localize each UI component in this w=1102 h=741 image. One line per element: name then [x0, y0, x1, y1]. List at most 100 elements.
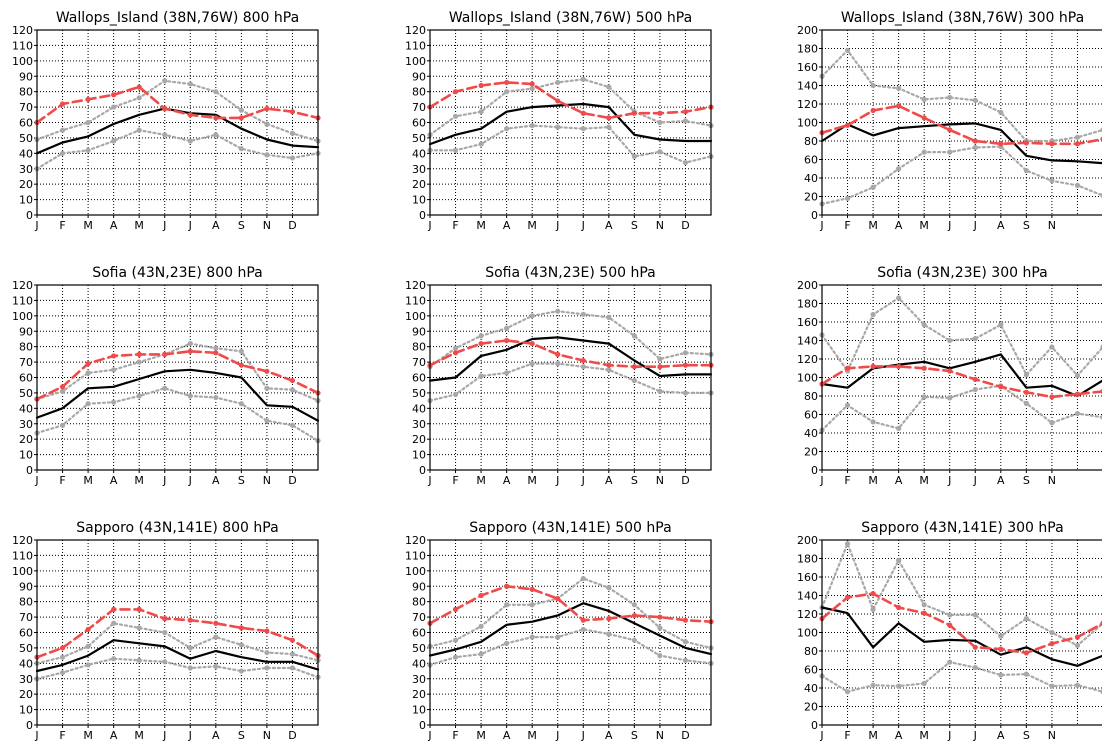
series-group: [427, 575, 714, 668]
data-point-upper-bound: [1049, 344, 1055, 350]
series-line-upper-bound: [820, 542, 1102, 647]
y-tick-label: 50: [412, 132, 426, 145]
data-point-model: [606, 115, 612, 121]
data-point-upper-bound: [529, 85, 535, 92]
data-point-lower-bound: [452, 654, 459, 660]
data-point-model: [870, 591, 876, 597]
x-tick-label: J: [34, 729, 38, 741]
data-point-lower-bound: [657, 388, 663, 394]
data-point-model: [947, 127, 953, 133]
y-tick-label: 180: [797, 298, 818, 311]
data-point-model: [682, 109, 689, 115]
y-tick-label: 10: [19, 704, 33, 717]
data-point-model: [529, 81, 535, 87]
data-point-upper-bound: [870, 82, 876, 89]
data-point-model: [529, 340, 535, 347]
x-tick-label: M: [476, 729, 486, 741]
data-point-lower-bound: [452, 391, 459, 398]
y-tick-label: 70: [19, 101, 33, 114]
data-point-model: [1023, 140, 1029, 146]
data-point-upper-bound: [844, 47, 851, 53]
series-line-observed: [35, 368, 320, 422]
data-point-model: [264, 628, 270, 634]
data-point-lower-bound: [921, 394, 927, 400]
data-point-upper-bound: [85, 119, 91, 126]
y-tick-label: 40: [412, 402, 426, 415]
data-point-model: [870, 107, 876, 114]
y-tick-label: 90: [412, 325, 426, 338]
data-point-lower-bound: [1023, 168, 1029, 174]
data-point-model: [1074, 634, 1081, 640]
y-tick-label: 100: [12, 55, 33, 68]
series-line-model: [35, 608, 320, 659]
data-point-upper-bound: [136, 625, 142, 631]
series-line-upper-bound: [428, 577, 713, 650]
data-point-upper-bound: [136, 359, 142, 365]
chart-title: Wallops_Island (38N,76W) 500 hPa: [449, 10, 692, 26]
chart-title: Wallops_Island (38N,76W) 800 hPa: [56, 10, 299, 26]
x-tick-label: N: [1048, 219, 1056, 232]
data-point-upper-bound: [452, 345, 459, 351]
data-point-lower-bound: [187, 138, 193, 144]
y-tick-label: 60: [19, 117, 33, 130]
x-tick-label: F: [452, 729, 458, 741]
series-line-observed: [35, 107, 320, 155]
data-point-upper-bound: [264, 121, 270, 127]
y-tick-label: 100: [12, 310, 33, 323]
x-tick-label: A: [110, 219, 118, 232]
plot-frame: [429, 29, 712, 216]
x-tick-label: F: [59, 729, 65, 741]
x-tick-label: N: [656, 219, 664, 232]
plot-frame: [821, 284, 1102, 471]
y-tick-label: 80: [804, 390, 818, 403]
chart-panel-3: Wallops_Island (38N,76W) 300 hPa 0 20 40 60 8…: [797, 10, 1102, 232]
data-point-model: [238, 625, 244, 631]
y-tick-label: 20: [19, 688, 33, 701]
y-tick-label: 110: [405, 294, 426, 307]
data-point-lower-bound: [870, 419, 876, 425]
data-point-lower-bound: [870, 184, 876, 190]
y-tick-label: 140: [797, 335, 818, 348]
series-line-model: [428, 81, 713, 120]
data-point-lower-bound: [478, 141, 484, 147]
data-point-upper-bound: [631, 602, 637, 608]
data-point-lower-bound: [921, 680, 927, 686]
data-point-upper-bound: [580, 575, 586, 582]
data-point-upper-bound: [1074, 373, 1081, 379]
data-point-model: [452, 350, 459, 356]
y-tick-label: 10: [412, 449, 426, 462]
y-tick-label: 120: [797, 98, 818, 111]
data-point-lower-bound: [972, 386, 978, 393]
data-point-upper-bound: [478, 623, 484, 629]
y-tick-label: 0: [26, 209, 33, 222]
data-point-upper-bound: [870, 606, 876, 612]
y-tick-label: 30: [412, 163, 426, 176]
x-tick-label: M: [83, 219, 93, 232]
data-point-lower-bound: [844, 689, 851, 695]
x-tick-label: F: [844, 219, 850, 232]
x-tick-label: A: [503, 219, 511, 232]
data-point-lower-bound: [1074, 182, 1081, 188]
data-point-upper-bound: [478, 109, 484, 115]
plot-frame: [429, 284, 712, 471]
data-point-upper-bound: [264, 385, 270, 391]
data-point-lower-bound: [844, 195, 851, 201]
x-tick-label: F: [844, 474, 850, 487]
data-point-model: [187, 348, 193, 354]
plot-frame: [821, 539, 1102, 726]
x-tick-label: A: [895, 729, 903, 741]
data-point-lower-bound: [631, 637, 637, 643]
data-point-model: [1074, 141, 1081, 147]
series-line-upper-bound: [820, 49, 1102, 143]
data-point-upper-bound: [972, 336, 978, 342]
x-tick-label: D: [681, 729, 689, 741]
data-point-upper-bound: [896, 557, 902, 563]
y-tick-label: 50: [19, 642, 33, 655]
data-point-model: [504, 337, 510, 344]
data-point-model: [187, 617, 193, 623]
data-point-model: [682, 362, 689, 368]
data-point-upper-bound: [264, 649, 270, 656]
data-point-model: [238, 362, 244, 368]
chart-title: Sapporo (43N,141E) 500 hPa: [469, 520, 671, 536]
